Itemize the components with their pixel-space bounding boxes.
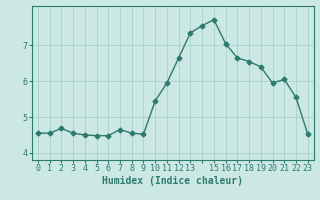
X-axis label: Humidex (Indice chaleur): Humidex (Indice chaleur) [102,176,243,186]
